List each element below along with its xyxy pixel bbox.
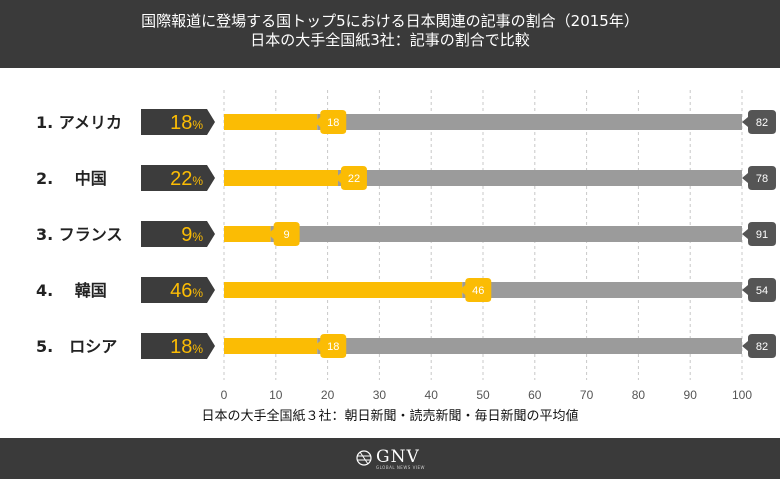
percent-value: 46% [170,280,203,302]
value-label-other: 82 [756,341,768,353]
chart-title: 国際報道に登場する国トップ5における日本関連の記事の割合（2015年） [141,12,639,30]
value-bubble-japan [334,166,367,190]
x-tick-label: 100 [732,388,752,402]
x-tick-label: 40 [425,388,439,402]
value-label-japan: 18 [327,117,339,129]
value-bubble-other [742,334,776,358]
bar-japan-related [224,226,271,242]
value-bubble-japan [267,222,300,246]
value-label-japan: 22 [348,173,360,185]
percent-value: 18% [170,336,203,358]
category-label: 3. フランス [36,225,122,244]
chart-subtitle: 日本の大手全国紙3社：記事の割合で比較 [250,31,530,49]
x-tick-label: 20 [321,388,335,402]
bar-japan-related [224,114,318,130]
x-axis-note: 日本の大手全国紙３社：朝日新聞・読売新聞・毎日新聞の平均値 [201,409,579,424]
bar-other [337,170,742,186]
percent-value: 18% [170,112,203,134]
value-label-japan: 9 [284,229,290,241]
globe-icon [356,450,372,466]
value-label-other: 91 [756,229,768,241]
x-tick-label: 90 [684,388,698,402]
x-tick-label: 80 [632,388,646,402]
bar-japan-related [224,338,318,354]
value-bubble-other [742,278,776,302]
category-label: 2. 中国 [36,169,107,188]
value-label-japan: 18 [327,341,339,353]
x-tick-label: 10 [269,388,283,402]
bar-japan-related [224,282,463,298]
bar-japan-related [224,170,338,186]
percent-tag [141,277,215,303]
value-bubble-other [742,166,776,190]
header-bar: 国際報道に登場する国トップ5における日本関連の記事の割合（2015年） 日本の大… [0,0,780,68]
bar-other [270,226,742,242]
value-label-japan: 46 [472,285,484,297]
x-tick-label: 50 [476,388,490,402]
percent-value: 9% [181,224,203,246]
x-tick-label: 30 [373,388,387,402]
x-tick-label: 0 [221,388,228,402]
category-label: 4. 韓国 [36,281,107,300]
gnv-logo: GNV GLOBAL NEWS VIEW [356,447,426,471]
percent-value: 22% [170,168,203,190]
value-bubble-other [742,110,776,134]
x-tick-label: 70 [580,388,594,402]
value-bubble-japan [314,110,347,134]
footer-bar: GNV GLOBAL NEWS VIEW [0,438,780,479]
percent-tag [141,109,215,135]
category-label: 1. アメリカ [36,113,122,132]
value-label-other: 78 [756,173,768,185]
logo-text: GNV [376,447,420,467]
value-bubble-japan [459,278,492,302]
category-label: 5. ロシア [36,337,117,356]
percent-tag [141,165,215,191]
logo-subtext: GLOBAL NEWS VIEW [376,465,425,470]
percent-tag [141,333,215,359]
value-label-other: 82 [756,117,768,129]
bar-other [317,338,742,354]
percent-tag [141,221,215,247]
bar-chart: 0 10 20 30 40 50 60 70 80 90 100 1. アメリカ 18% 18 82 2. 中… [36,90,776,402]
bar-other [462,282,742,298]
value-bubble-japan [314,334,347,358]
x-tick-label: 60 [528,388,542,402]
value-bubble-other [742,222,776,246]
bar-other [317,114,742,130]
value-label-other: 54 [756,285,768,297]
